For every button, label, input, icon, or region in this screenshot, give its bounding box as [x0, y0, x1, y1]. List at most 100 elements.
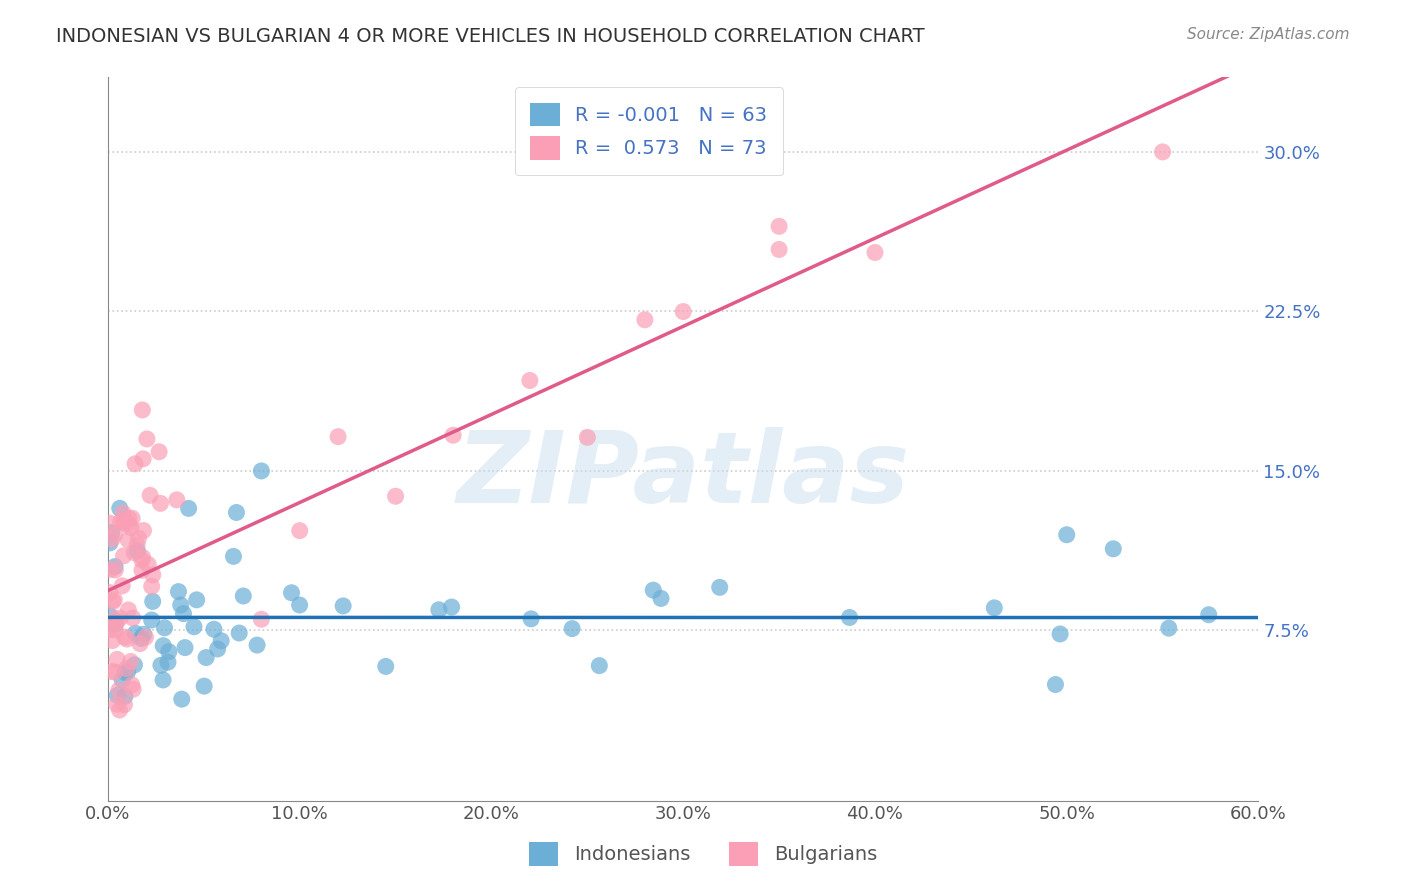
Point — [427, 603, 450, 617]
Point — [124, 657, 146, 672]
Point — [111, 673, 134, 687]
Point — [167, 584, 190, 599]
Point — [129, 637, 152, 651]
Point — [1049, 627, 1071, 641]
Point — [650, 591, 672, 606]
Point — [222, 549, 245, 564]
Point — [104, 623, 127, 637]
Point — [127, 531, 149, 545]
Point — [983, 600, 1005, 615]
Point — [1157, 621, 1180, 635]
Point — [104, 612, 127, 626]
Point — [441, 428, 464, 442]
Legend: R = -0.001   N = 63, R =  0.573   N = 73: R = -0.001 N = 63, R = 0.573 N = 73 — [515, 87, 783, 176]
Point — [576, 430, 599, 444]
Point — [139, 488, 162, 502]
Point — [105, 697, 128, 711]
Point — [225, 506, 247, 520]
Point — [838, 610, 860, 624]
Point — [132, 627, 155, 641]
Point — [332, 599, 354, 613]
Point — [1152, 145, 1174, 159]
Text: Source: ZipAtlas.com: Source: ZipAtlas.com — [1187, 27, 1350, 42]
Point — [135, 432, 157, 446]
Point — [103, 592, 125, 607]
Point — [152, 639, 174, 653]
Point — [440, 600, 463, 615]
Point — [183, 620, 205, 634]
Point — [170, 692, 193, 706]
Point — [166, 492, 188, 507]
Text: INDONESIAN VS BULGARIAN 4 OR MORE VEHICLES IN HOUSEHOLD CORRELATION CHART: INDONESIAN VS BULGARIAN 4 OR MORE VEHICL… — [56, 27, 925, 45]
Point — [228, 626, 250, 640]
Point — [384, 489, 406, 503]
Point — [127, 538, 149, 552]
Point — [98, 585, 121, 599]
Point — [174, 640, 197, 655]
Point — [232, 589, 254, 603]
Point — [288, 598, 311, 612]
Point — [1198, 607, 1220, 622]
Point — [117, 533, 139, 547]
Point — [114, 698, 136, 712]
Point — [170, 598, 193, 612]
Point — [101, 533, 124, 547]
Point — [561, 622, 583, 636]
Point — [114, 690, 136, 704]
Point — [863, 245, 886, 260]
Point — [112, 506, 135, 520]
Point — [246, 638, 269, 652]
Point — [98, 516, 121, 531]
Point — [115, 632, 138, 646]
Point — [101, 665, 124, 679]
Point — [98, 608, 121, 623]
Point — [195, 650, 218, 665]
Point — [643, 583, 665, 598]
Point — [108, 501, 131, 516]
Point — [148, 444, 170, 458]
Point — [1102, 541, 1125, 556]
Point — [111, 579, 134, 593]
Point — [141, 579, 163, 593]
Point — [136, 558, 159, 572]
Point — [634, 313, 657, 327]
Point — [104, 563, 127, 577]
Point — [768, 219, 790, 234]
Text: ZIPatlas: ZIPatlas — [457, 426, 910, 524]
Point — [153, 621, 176, 635]
Point — [101, 633, 124, 648]
Point — [132, 524, 155, 538]
Point — [1045, 677, 1067, 691]
Point — [250, 464, 273, 478]
Point — [141, 613, 163, 627]
Point — [108, 683, 131, 698]
Point — [131, 550, 153, 565]
Point — [149, 658, 172, 673]
Point — [98, 536, 121, 550]
Point — [250, 612, 273, 626]
Point — [588, 658, 610, 673]
Point — [186, 592, 208, 607]
Point — [98, 623, 121, 637]
Point — [768, 243, 790, 257]
Point — [129, 632, 152, 646]
Point — [122, 682, 145, 697]
Point — [108, 703, 131, 717]
Point — [149, 496, 172, 510]
Point — [105, 652, 128, 666]
Point — [112, 549, 135, 563]
Point — [104, 617, 127, 632]
Point — [121, 678, 143, 692]
Point — [127, 544, 149, 558]
Point — [288, 524, 311, 538]
Point — [117, 665, 139, 679]
Point — [142, 567, 165, 582]
Point — [207, 642, 229, 657]
Point — [104, 665, 127, 679]
Point — [105, 615, 128, 629]
Point — [112, 515, 135, 529]
Point — [1056, 527, 1078, 541]
Point — [105, 689, 128, 703]
Point — [177, 501, 200, 516]
Point — [193, 679, 215, 693]
